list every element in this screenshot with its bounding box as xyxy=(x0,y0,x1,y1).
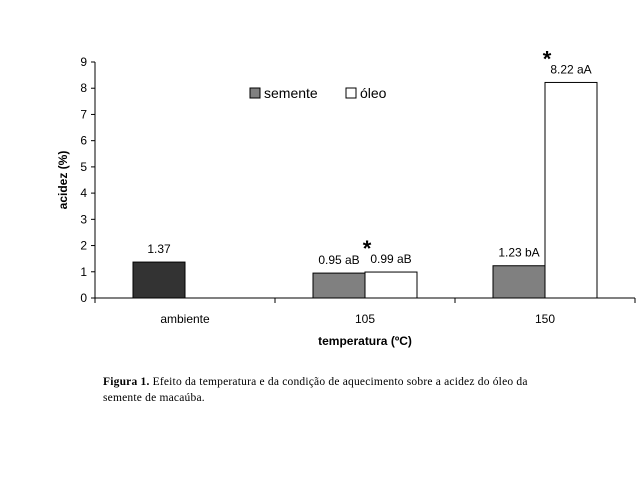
y-tick-label: 6 xyxy=(80,134,87,148)
y-tick-label: 2 xyxy=(80,239,87,253)
legend-label-óleo: óleo xyxy=(360,85,387,101)
figure-caption: Figura 1. Efeito da temperatura e da con… xyxy=(103,374,543,406)
x-axis-title: temperatura (ºC) xyxy=(318,334,412,348)
y-axis: 0 1 2 3 4 5 6 7 8 9 xyxy=(80,55,96,305)
data-label: 0.99 aB xyxy=(370,252,411,266)
data-label: 1.23 bA xyxy=(498,246,539,260)
y-tick-label: 1 xyxy=(80,265,87,279)
legend-swatch-óleo xyxy=(345,87,357,99)
data-label: 1.37 xyxy=(147,242,171,256)
legend-swatch-semente xyxy=(249,87,261,99)
y-tick-label: 8 xyxy=(80,81,87,95)
y-tick-label: 3 xyxy=(80,212,87,226)
y-tick-label: 0 xyxy=(80,291,87,305)
significance-asterisk: * xyxy=(363,236,372,261)
y-tick-label: 7 xyxy=(80,107,87,121)
data-label: 0.95 aB xyxy=(318,253,359,267)
x-tick-label: 150 xyxy=(535,312,555,326)
caption-text: Efeito da temperatura e da condição de a… xyxy=(103,376,528,404)
caption-label: Figura 1. xyxy=(103,376,150,388)
bar-óleo-150 xyxy=(544,81,598,299)
data-labels: 1.370.95 aB 0.99 aB 1.23 bA8.22 aA** xyxy=(147,46,591,267)
y-tick-label: 4 xyxy=(80,186,87,200)
x-tick-label: ambiente xyxy=(160,312,210,326)
y-tick-label: 9 xyxy=(80,55,87,69)
bar-semente-105 xyxy=(312,272,366,299)
bar-semente-ambiente xyxy=(132,261,186,299)
y-tick-label: 5 xyxy=(80,160,87,174)
x-axis: ambiente 105 150 xyxy=(94,297,636,326)
significance-asterisk: * xyxy=(543,46,552,71)
data-label: 8.22 aA xyxy=(550,62,591,76)
legend: semente óleo xyxy=(249,85,387,101)
x-tick-label: 105 xyxy=(355,312,375,326)
legend-label-semente: semente xyxy=(264,85,318,101)
bar-semente-150 xyxy=(492,265,546,299)
y-axis-title: acidez (%) xyxy=(56,151,70,210)
bars xyxy=(132,81,598,299)
bar-óleo-105 xyxy=(364,271,418,299)
